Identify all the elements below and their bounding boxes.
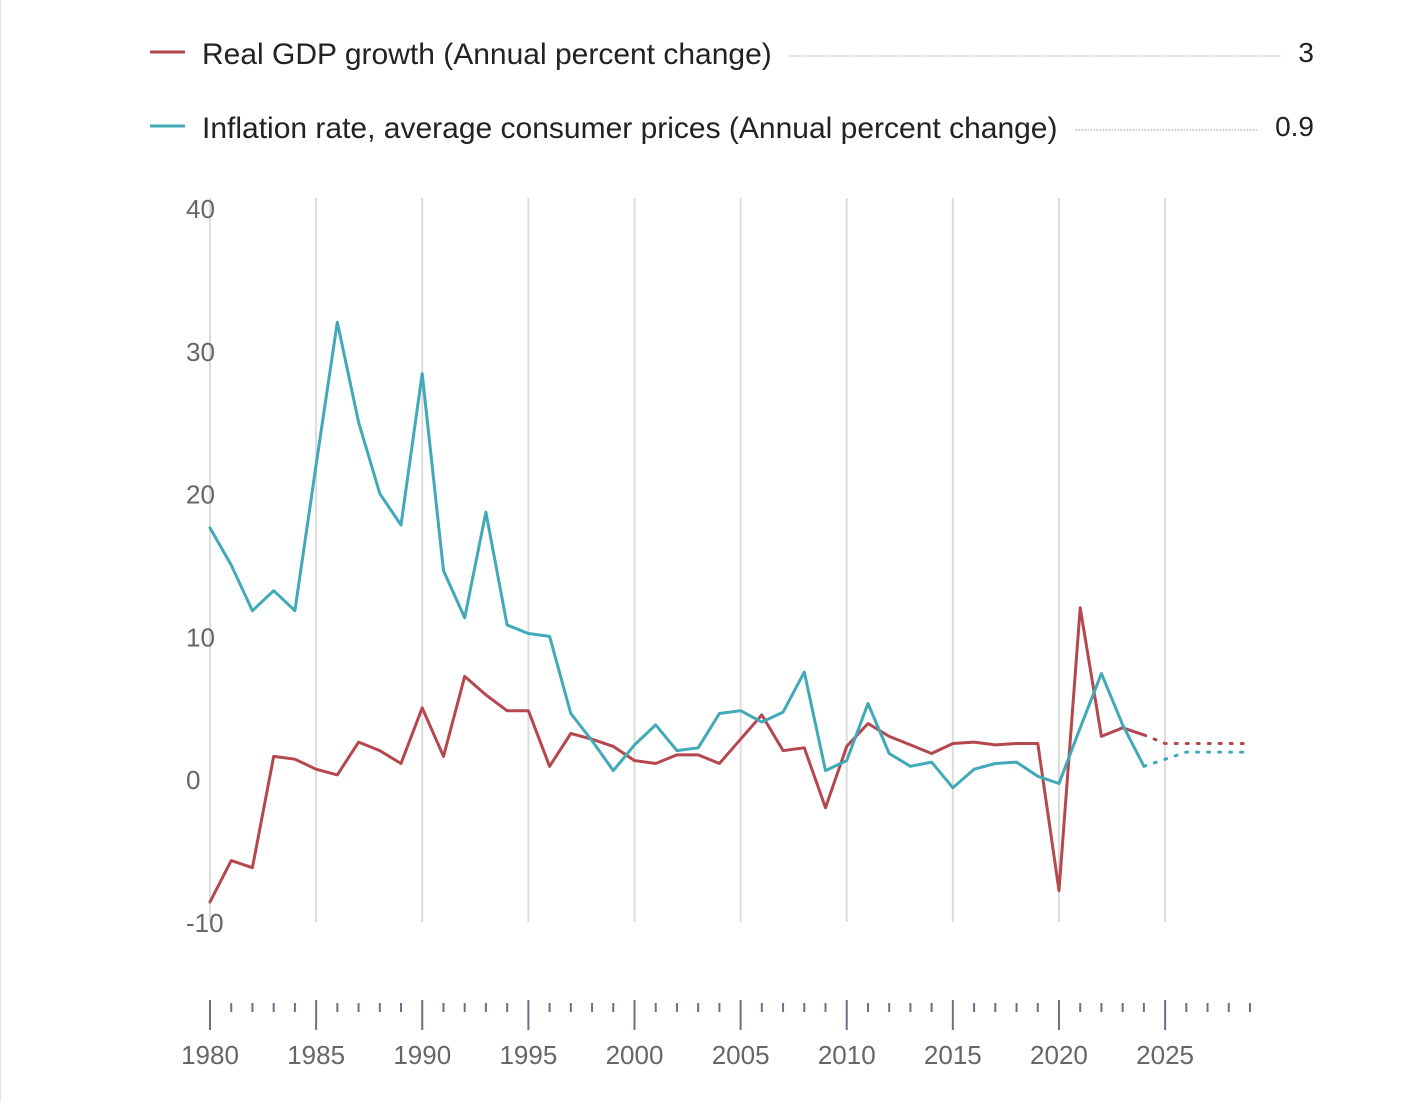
- x-tick-label: 2025: [1136, 1040, 1194, 1070]
- chart-series: [208, 320, 1252, 904]
- y-tick-label: 40: [186, 194, 215, 224]
- page-left-border: [0, 0, 1, 1102]
- series-group: [208, 320, 1252, 790]
- series-line: [208, 320, 1146, 790]
- y-tick-label: -10: [186, 908, 224, 938]
- legend-item: Real GDP growth (Annual percent change) 3: [150, 37, 1314, 71]
- series-group: [208, 606, 1252, 904]
- series-line: [208, 606, 1146, 904]
- y-axis-ticks: 40 30 20 10 0 -10: [186, 194, 224, 938]
- y-tick-label: 30: [186, 337, 215, 367]
- x-tick-label: 2015: [924, 1040, 982, 1070]
- legend-label: Inflation rate, average consumer prices …: [202, 112, 1057, 145]
- x-tick-label: 1985: [287, 1040, 345, 1070]
- x-tick-label: 1980: [181, 1040, 239, 1070]
- y-tick-label: 10: [186, 622, 215, 652]
- x-tick-label: 1995: [499, 1040, 557, 1070]
- y-tick-label: 20: [186, 480, 215, 510]
- legend-label: Real GDP growth (Annual percent change): [202, 38, 772, 71]
- x-tick-label: 2010: [818, 1040, 876, 1070]
- legend-item: Inflation rate, average consumer prices …: [150, 111, 1314, 145]
- x-tick-label: 1990: [393, 1040, 451, 1070]
- legend-value: 0.9: [1275, 111, 1314, 142]
- x-tick-label: 2020: [1030, 1040, 1088, 1070]
- y-tick-label: 0: [186, 765, 200, 795]
- legend-value: 3: [1298, 37, 1314, 68]
- x-axis: 1980 1985 1990 1995 2000 2005 2010 2015 2020 2025: [181, 1000, 1251, 1070]
- chart-grid: [209, 198, 1167, 922]
- x-tick-label: 2000: [606, 1040, 664, 1070]
- x-tick-label: 2005: [712, 1040, 770, 1070]
- series-projection-line: [1142, 750, 1252, 768]
- chart-legend: Real GDP growth (Annual percent change) 3…: [150, 37, 1314, 145]
- series-projection-line: [1142, 733, 1252, 745]
